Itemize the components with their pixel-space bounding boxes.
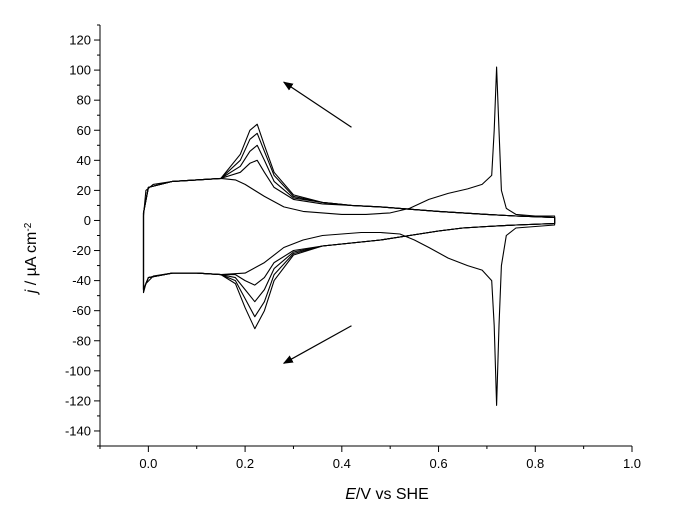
cv-cycle-line [142,144,556,303]
x-axis-title: E/V vs SHE [345,486,429,503]
y-tick-label: -60 [72,303,91,318]
scan-direction-arrow [282,325,352,364]
x-tick-label: 1.0 [623,456,641,471]
y-tick-label: -120 [65,393,91,408]
y-tick-label: 0 [84,213,91,228]
x-tick-label: 0.8 [526,456,544,471]
y-tick-label: 60 [77,123,91,138]
y-tick-label: 80 [77,93,91,108]
y-tick-label: -140 [65,423,91,438]
scan-direction-arrow [282,81,352,128]
x-tick-label: 0.2 [236,456,254,471]
y-tick-label: -80 [72,333,91,348]
x-tick-label: 0.4 [333,456,351,471]
x-tick-label: 0.6 [430,456,448,471]
y-tick-label: 20 [77,183,91,198]
cv-cycle-line [142,66,556,406]
y-axis-title: j / µA cm-2 [23,222,41,295]
y-tick-label: 100 [69,63,91,78]
y-tick-label: -40 [72,273,91,288]
cv-cycle-line [142,123,556,330]
y-tick-label: 40 [77,153,91,168]
x-tick-label: 0.0 [139,456,157,471]
y-tick-label: -100 [65,363,91,378]
y-tick-label: 120 [69,33,91,48]
y-tick-label: -20 [72,243,91,258]
